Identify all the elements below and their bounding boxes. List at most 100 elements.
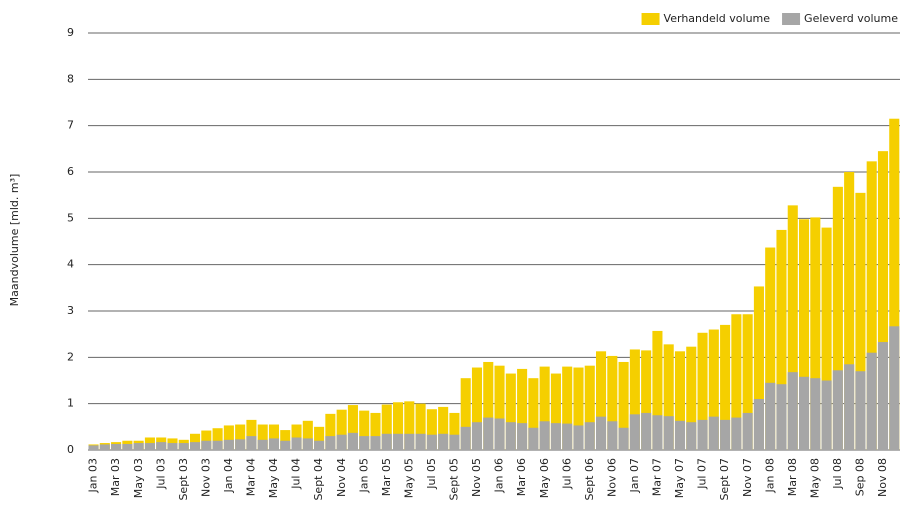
x-tick-label: Jul 06 [560,458,573,490]
bar [562,366,573,450]
bar [494,418,505,450]
bar [573,367,584,450]
bar [720,324,731,450]
bar [731,314,742,450]
bar [370,436,381,450]
bar [641,412,652,450]
bar [674,351,686,450]
x-tick-label: Jan 05 [357,458,370,493]
bar [742,314,753,450]
y-tick-label: 5 [67,211,74,224]
bar [178,443,189,450]
bar [201,440,212,450]
bar [190,433,201,450]
bar [99,444,110,450]
bar [359,436,370,450]
x-tick-label: Mar 04 [245,458,258,496]
bar [167,443,178,450]
x-tick-label: May 03 [132,458,145,498]
bar [280,430,291,450]
bar [686,346,697,450]
bar [257,424,268,450]
x-tick-label: Jul 04 [290,458,303,490]
bar [381,433,392,450]
bar [291,424,302,450]
bar [720,419,731,450]
bar [629,349,640,450]
bar [753,286,764,450]
bar [201,430,212,450]
bar [517,423,528,450]
bar [821,227,832,450]
bar [765,382,776,450]
bar [325,413,336,450]
bar [426,434,437,450]
y-tick-label: 2 [67,350,74,363]
bar [787,372,798,450]
bar [765,247,776,450]
bar [268,424,280,450]
x-tick-label: Jul 05 [425,458,438,490]
bar [381,404,392,450]
bar [483,417,494,450]
bar [212,440,223,450]
x-tick-label: Sep 08 [854,458,867,496]
bar [584,365,595,450]
bar [156,442,167,450]
bar [302,420,313,450]
bar [855,371,866,450]
bar [629,414,640,450]
x-tick-label: Mar 07 [651,458,664,496]
bar [246,419,257,450]
x-tick-label: Jul 03 [154,458,167,490]
bar [799,219,810,450]
x-tick-label: Sept 04 [312,458,325,501]
bar [844,172,855,450]
x-tick-label: Mar 08 [786,458,799,496]
x-tick-label: Nov 04 [335,458,348,497]
y-axis-title: Maandvolume [mld. m³] [8,174,21,307]
bar [821,380,832,450]
bar [347,432,358,450]
bar [539,366,550,450]
x-tick-label: Sept 05 [448,458,461,501]
y-tick-label: 3 [67,304,74,317]
bar [889,326,900,450]
bar [404,401,415,450]
bar [393,433,404,450]
bar [731,417,742,450]
bar [753,399,764,450]
bar [460,378,471,450]
bar [708,329,719,450]
bar [776,229,787,450]
bar [235,439,246,450]
bar [404,433,415,450]
bar [144,443,155,450]
y-tick-label: 7 [67,119,74,132]
bar [866,161,877,451]
x-tick-label: Jan 04 [222,458,235,493]
bar [438,433,449,450]
bar [889,118,900,450]
bar [517,368,528,450]
bar [302,438,313,450]
x-tick-label: May 05 [402,458,415,498]
legend-swatch [641,13,660,25]
x-tick-label: Mar 06 [515,458,528,496]
bar [449,412,460,450]
bar [347,405,358,450]
x-tick-label: Jul 07 [696,458,709,490]
bar [550,373,561,450]
y-tick-label: 1 [67,397,74,410]
bar [528,378,539,450]
x-tick-label: Nov 08 [876,458,889,497]
bar [122,443,133,450]
legend-swatch [782,13,801,25]
bar [810,217,821,450]
bar [336,409,347,450]
bar [336,434,347,450]
y-tick-label: 0 [67,443,74,456]
y-tick-label: 8 [67,72,74,85]
bar [314,440,325,450]
